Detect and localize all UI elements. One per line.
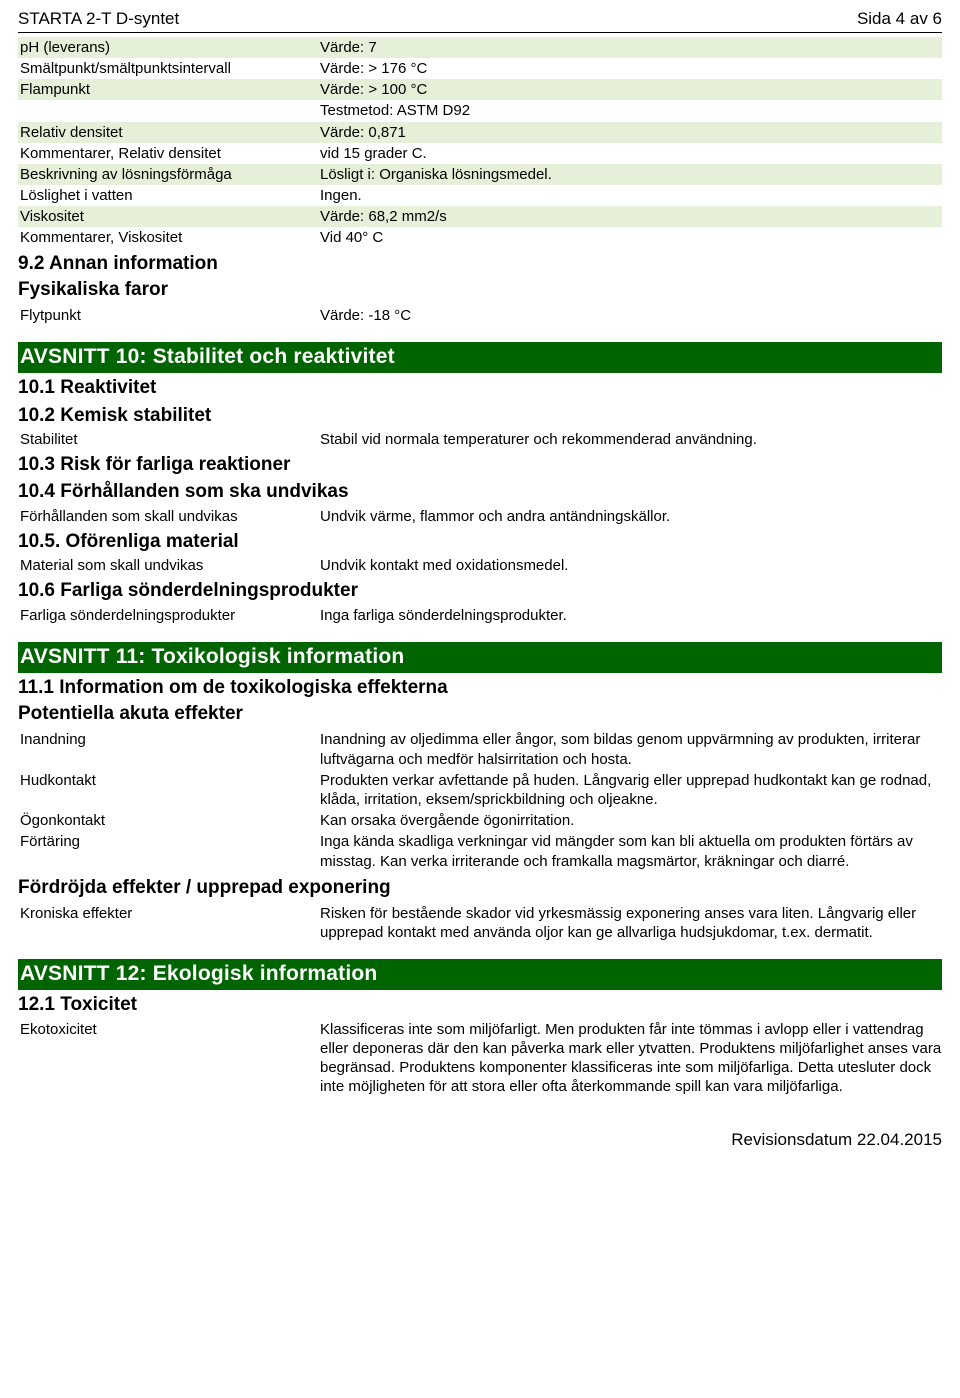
- forhallanden-label: Förhållanden som skall undvikas: [20, 507, 320, 526]
- property-label: pH (leverans): [20, 38, 320, 57]
- ogonkontakt-label: Ögonkontakt: [20, 811, 320, 830]
- stabilitet-label: Stabilitet: [20, 430, 320, 449]
- property-label: Smältpunkt/smältpunktsintervall: [20, 59, 320, 78]
- property-value: Vid 40° C: [320, 228, 942, 247]
- property-row: Kommentarer, ViskositetVid 40° C: [18, 227, 942, 248]
- subheading-potential-acute: Potentiella akuta effekter: [18, 702, 942, 726]
- property-label: Beskrivning av lösningsförmåga: [20, 165, 320, 184]
- kroniska-row: Kroniska effekter Risken för bestående s…: [18, 903, 942, 943]
- subheading-10-6: 10.6 Farliga sönderdelningsprodukter: [18, 579, 942, 603]
- subheading-10-1: 10.1 Reaktivitet: [18, 376, 942, 400]
- ekotoxicitet-label: Ekotoxicitet: [20, 1020, 320, 1097]
- property-value: vid 15 grader C.: [320, 144, 942, 163]
- forhallanden-value: Undvik värme, flammor och andra antändni…: [320, 507, 942, 526]
- flytpunkt-label: Flytpunkt: [20, 306, 320, 325]
- farliga-label: Farliga sönderdelningsprodukter: [20, 606, 320, 625]
- material-label: Material som skall undvikas: [20, 556, 320, 575]
- property-label: Löslighet i vatten: [20, 186, 320, 205]
- property-label: Relativ densitet: [20, 123, 320, 142]
- material-value: Undvik kontakt med oxidationsmedel.: [320, 556, 942, 575]
- property-row: Beskrivning av lösningsförmågaLösligt i:…: [18, 164, 942, 185]
- property-value: Värde: 68,2 mm2/s: [320, 207, 942, 226]
- property-row: ViskositetVärde: 68,2 mm2/s: [18, 206, 942, 227]
- property-value: Värde: > 176 °C: [320, 59, 942, 78]
- inandning-label: Inandning: [20, 730, 320, 768]
- ogonkontakt-value: Kan orsaka övergående ögonirritation.: [320, 811, 942, 830]
- fortaring-value: Inga kända skadliga verkningar vid mängd…: [320, 832, 942, 870]
- property-row: Smältpunkt/smältpunktsintervallVärde: > …: [18, 58, 942, 79]
- property-label: Viskositet: [20, 207, 320, 226]
- properties-table: pH (leverans)Värde: 7Smältpunkt/smältpun…: [18, 37, 942, 249]
- property-label: Flampunkt: [20, 80, 320, 99]
- property-label: [20, 101, 320, 120]
- property-label: Kommentarer, Relativ densitet: [20, 144, 320, 163]
- revision-date: Revisionsdatum 22.04.2015: [731, 1130, 942, 1149]
- section-12-banner: AVSNITT 12: Ekologisk information: [18, 959, 942, 990]
- property-row: Testmetod: ASTM D92: [18, 100, 942, 121]
- property-label: Kommentarer, Viskositet: [20, 228, 320, 247]
- section-10-banner: AVSNITT 10: Stabilitet och reaktivitet: [18, 342, 942, 373]
- ogonkontakt-row: Ögonkontakt Kan orsaka övergående ögonir…: [18, 810, 942, 831]
- forhallanden-row: Förhållanden som skall undvikas Undvik v…: [18, 506, 942, 527]
- page-footer: Revisionsdatum 22.04.2015: [18, 1129, 942, 1151]
- property-row: FlampunktVärde: > 100 °C: [18, 79, 942, 100]
- inandning-value: Inandning av oljedimma eller ångor, som …: [320, 730, 942, 768]
- property-value: Ingen.: [320, 186, 942, 205]
- property-value: Värde: 7: [320, 38, 942, 57]
- section-11-banner: AVSNITT 11: Toxikologisk information: [18, 642, 942, 673]
- kroniska-value: Risken för bestående skador vid yrkesmäs…: [320, 904, 942, 942]
- subheading-10-4: 10.4 Förhållanden som ska undvikas: [18, 480, 942, 504]
- material-row: Material som skall undvikas Undvik konta…: [18, 555, 942, 576]
- property-row: Relativ densitetVärde: 0,871: [18, 122, 942, 143]
- property-row: Löslighet i vattenIngen.: [18, 185, 942, 206]
- fortaring-label: Förtäring: [20, 832, 320, 870]
- subheading-9-2: 9.2 Annan information: [18, 252, 942, 276]
- hudkontakt-row: Hudkontakt Produkten verkar avfettande p…: [18, 770, 942, 810]
- subheading-delayed-effects: Fördröjda effekter / upprepad exponering: [18, 876, 942, 900]
- property-row: pH (leverans)Värde: 7: [18, 37, 942, 58]
- flytpunkt-value: Värde: -18 °C: [320, 306, 942, 325]
- property-value: Värde: > 100 °C: [320, 80, 942, 99]
- property-value: Värde: 0,871: [320, 123, 942, 142]
- fortaring-row: Förtäring Inga kända skadliga verkningar…: [18, 831, 942, 871]
- inandning-row: Inandning Inandning av oljedimma eller å…: [18, 729, 942, 769]
- subheading-10-5: 10.5. Oförenliga material: [18, 530, 942, 554]
- hudkontakt-value: Produkten verkar avfettande på huden. Lå…: [320, 771, 942, 809]
- document-title: STARTA 2-T D-syntet: [18, 8, 179, 30]
- page-header: STARTA 2-T D-syntet Sida 4 av 6: [18, 8, 942, 33]
- subheading-10-3: 10.3 Risk för farliga reaktioner: [18, 453, 942, 477]
- hudkontakt-label: Hudkontakt: [20, 771, 320, 809]
- subheading-10-2: 10.2 Kemisk stabilitet: [18, 404, 942, 428]
- ekotoxicitet-value: Klassificeras inte som miljöfarligt. Men…: [320, 1020, 942, 1097]
- kroniska-label: Kroniska effekter: [20, 904, 320, 942]
- property-row: Kommentarer, Relativ densitetvid 15 grad…: [18, 143, 942, 164]
- ekotoxicitet-row: Ekotoxicitet Klassificeras inte som milj…: [18, 1019, 942, 1098]
- farliga-value: Inga farliga sönderdelningsprodukter.: [320, 606, 942, 625]
- page-number: Sida 4 av 6: [857, 8, 942, 30]
- flytpunkt-row: Flytpunkt Värde: -18 °C: [18, 305, 942, 326]
- subheading-12-1: 12.1 Toxicitet: [18, 993, 942, 1017]
- property-value: Testmetod: ASTM D92: [320, 101, 942, 120]
- property-value: Lösligt i: Organiska lösningsmedel.: [320, 165, 942, 184]
- subheading-11-1: 11.1 Information om de toxikologiska eff…: [18, 676, 942, 700]
- subheading-physical-hazards: Fysikaliska faror: [18, 278, 942, 302]
- farliga-row: Farliga sönderdelningsprodukter Inga far…: [18, 605, 942, 626]
- stabilitet-row: Stabilitet Stabil vid normala temperatur…: [18, 429, 942, 450]
- stabilitet-value: Stabil vid normala temperaturer och reko…: [320, 430, 942, 449]
